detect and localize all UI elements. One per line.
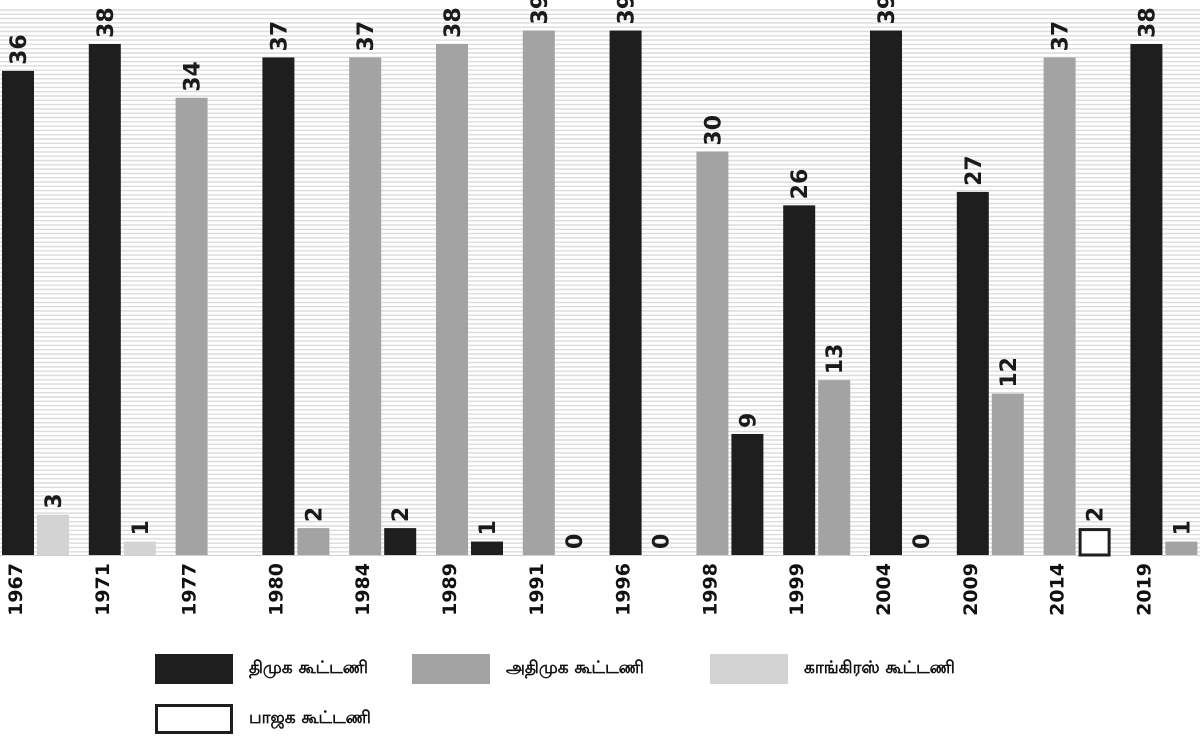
x-tick-label-1967: 1967 [5,563,27,616]
x-tick-label-1980: 1980 [265,563,287,616]
data-label-1998-series-0: 9 [736,413,761,428]
bar-1999-series-0 [783,205,816,555]
x-tick-label-1977: 1977 [179,563,201,616]
data-label-2014-series-1: 37 [1049,21,1074,52]
bar-2014-series-1 [1043,57,1076,556]
bar-1984-series-0 [384,528,417,555]
data-label-1991-series-1: 39 [528,0,553,25]
bar-2019-series-0 [1130,43,1163,556]
data-label-2009-series-0: 27 [962,155,987,186]
x-tick-label-2019: 2019 [1133,563,1155,616]
bar-2004-series-0 [870,30,902,555]
data-label-1984-series-1: 37 [354,21,379,52]
bar-1967-series-0 [2,70,34,556]
x-tick-label-1971: 1971 [92,563,114,616]
bar-2009-series-0 [956,191,989,555]
x-tick-label-2004: 2004 [873,563,895,616]
legend-swatch-dmk [155,654,233,684]
x-tick-label-1999: 1999 [786,563,808,616]
bar-1980-series-0 [262,57,295,556]
data-label-2019-series-1: 1 [1170,520,1195,535]
data-label-1967-series-2: 3 [42,493,67,508]
legend-label-bjp: பாஜக கூட்டணி [249,708,371,728]
data-label-1980-series-0: 37 [267,21,292,52]
data-label-1999-series-1: 13 [823,344,848,375]
bar-1989-series-0 [471,541,503,555]
data-label-1980-series-1: 2 [302,507,327,522]
x-tick-label-1996: 1996 [613,563,635,616]
x-tick-label-1984: 1984 [352,563,374,616]
legend-swatch-congress [710,654,788,684]
bar-1971-series-2 [123,541,156,555]
data-label-2004-series-0: 39 [875,0,900,25]
data-label-2019-series-0: 38 [1135,7,1160,38]
bar-1971-series-0 [88,43,121,556]
x-tick-label-1989: 1989 [439,563,461,616]
bar-1991-series-1 [522,30,555,555]
data-label-1996-series-0: 39 [615,0,640,25]
bar-1967-series-2 [37,514,69,555]
data-label-1999-series-0: 26 [788,169,813,200]
bar-1977-series-1 [175,97,208,555]
legend-item-bjp: பாஜக கூட்டணி [155,702,371,736]
data-label-1989-series-0: 1 [476,520,501,535]
legend-swatch-admk [412,654,490,684]
legend-item-dmk: திமுக கூட்டணி [155,652,368,686]
data-label-1991-series-0: 0 [563,534,588,549]
legend-label-congress: காங்கிரஸ் கூட்டணி [804,658,955,678]
bar-1998-series-0 [731,433,764,555]
data-label-1971-series-2: 1 [129,520,154,535]
x-tick-label-1998: 1998 [699,563,721,616]
data-label-1996-series-1: 0 [650,534,675,549]
bar-1999-series-1 [818,380,851,555]
x-tick-label-2014: 2014 [1047,563,1069,616]
data-label-1967-series-0: 36 [7,34,32,65]
legend-label-dmk: திமுக கூட்டணி [249,658,368,678]
data-label-2004-series-1: 0 [910,534,935,549]
bar-1989-series-1 [436,43,468,556]
data-label-1998-series-1: 30 [701,115,726,146]
bar-1998-series-1 [696,151,729,555]
bar-1980-series-1 [297,528,330,555]
data-label-1989-series-1: 38 [441,7,466,38]
bar-2014-series-3 [1078,528,1111,557]
data-label-2009-series-1: 12 [997,357,1022,388]
bar-1984-series-1 [349,57,382,556]
data-label-1984-series-0: 2 [389,507,414,522]
data-label-1971-series-0: 38 [94,7,119,38]
x-tick-label-1991: 1991 [526,563,548,616]
bar-2009-series-1 [991,393,1024,555]
data-label-1977-series-1: 34 [181,61,206,92]
x-tick-label-2009: 2009 [960,563,982,616]
bar-2019-series-1 [1165,541,1198,555]
legend-item-congress: காங்கிரஸ் கூட்டணி [710,652,955,686]
legend-item-admk: அதிமுக கூட்டணி [412,652,644,686]
legend-swatch-bjp [155,704,233,734]
legend-label-admk: அதிமுக கூட்டணி [506,658,644,678]
data-label-2014-series-3: 2 [1084,507,1109,522]
bar-1996-series-0 [609,30,642,555]
